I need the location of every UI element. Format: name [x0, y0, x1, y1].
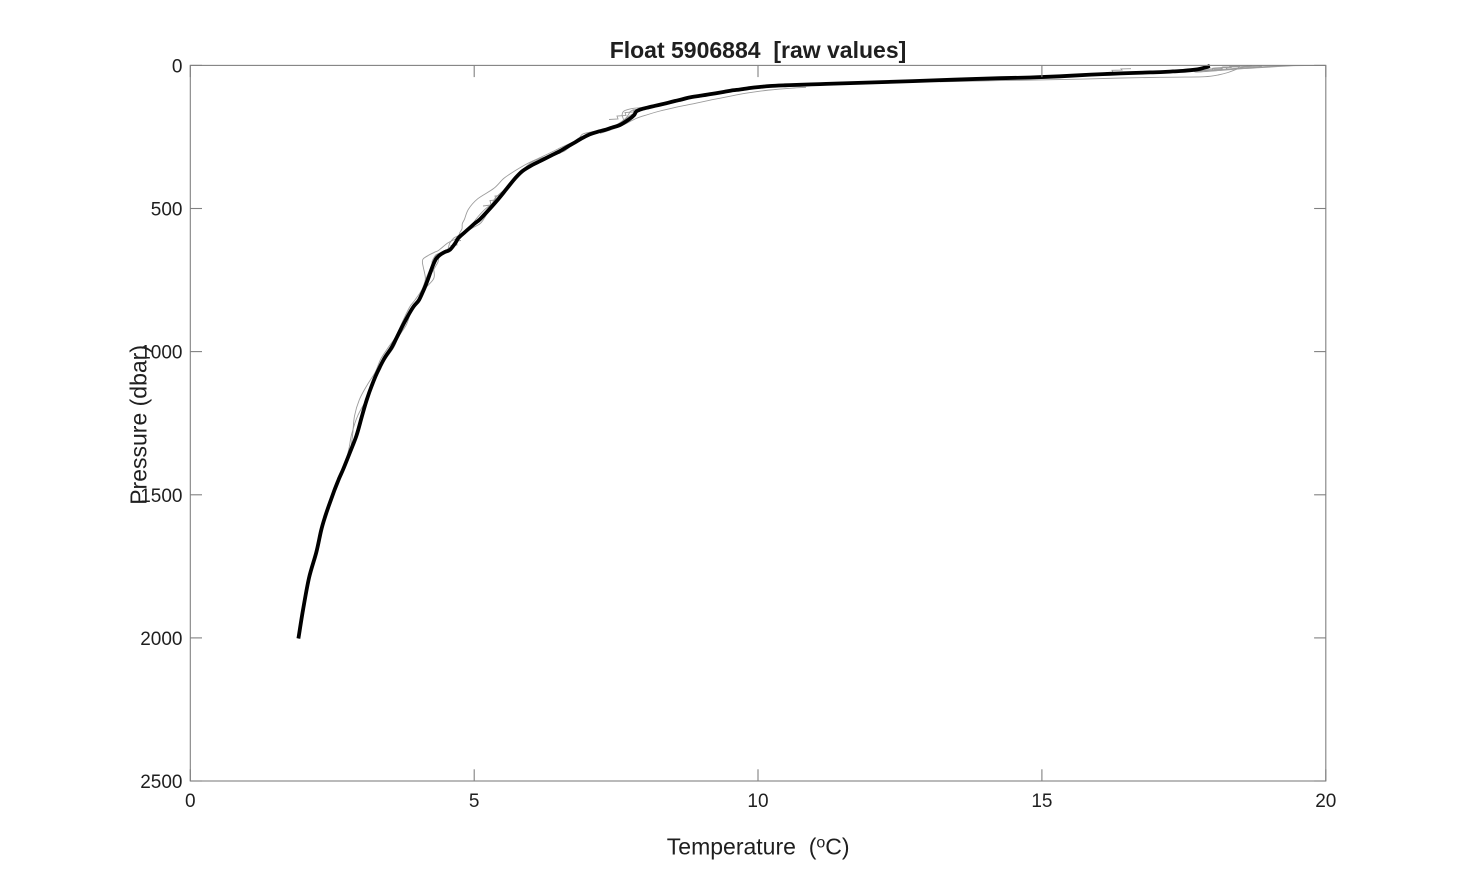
svg-text:20: 20 — [1315, 791, 1336, 812]
svg-text:500: 500 — [151, 200, 183, 221]
svg-text:2500: 2500 — [140, 772, 182, 793]
svg-text:1500: 1500 — [140, 486, 182, 507]
svg-text:15: 15 — [1031, 791, 1052, 812]
svg-text:Pressure (dbar): Pressure (dbar) — [125, 345, 151, 505]
svg-text:0: 0 — [185, 791, 196, 812]
svg-text:0: 0 — [172, 56, 183, 77]
svg-text:10: 10 — [747, 791, 768, 812]
svg-text:5: 5 — [469, 791, 480, 812]
svg-text:1000: 1000 — [140, 343, 182, 364]
svg-text:Float 5906884 [raw values]: Float 5906884 [raw values] — [610, 37, 907, 63]
svg-text:2000: 2000 — [140, 629, 182, 650]
